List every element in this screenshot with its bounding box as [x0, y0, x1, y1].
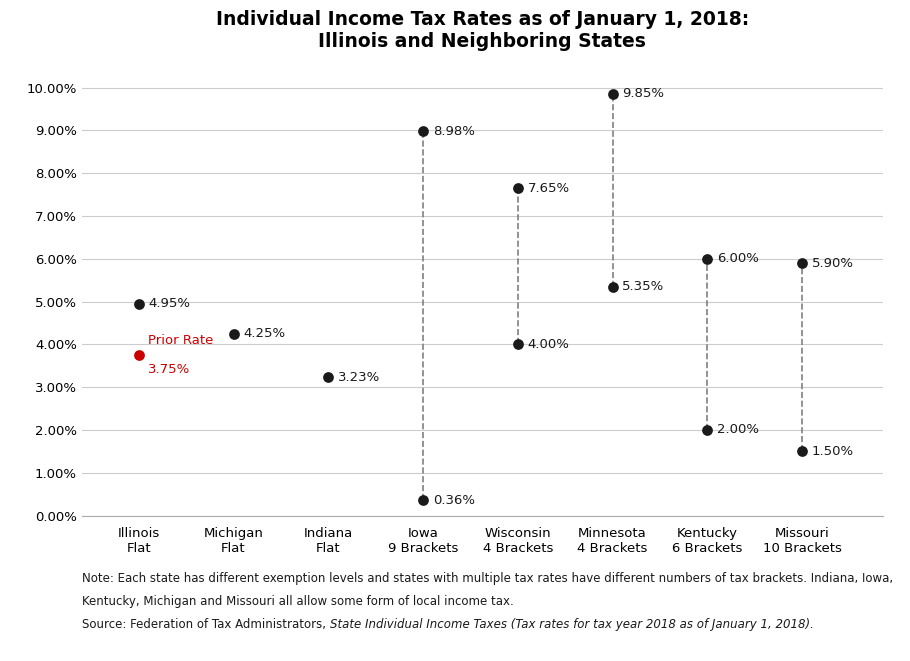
Text: 8.98%: 8.98%: [433, 125, 475, 137]
Point: [700, 253, 714, 264]
Text: Prior Rate: Prior Rate: [148, 334, 214, 347]
Point: [416, 126, 430, 136]
Point: [794, 258, 809, 268]
Point: [131, 298, 146, 309]
Text: State Individual Income Taxes (Tax rates for tax year 2018 as of January 1, 2018: State Individual Income Taxes (Tax rates…: [329, 618, 814, 631]
Text: 2.00%: 2.00%: [717, 424, 759, 436]
Point: [605, 89, 620, 99]
Point: [511, 183, 525, 194]
Text: 6.00%: 6.00%: [717, 253, 759, 265]
Text: 7.65%: 7.65%: [528, 182, 570, 194]
Text: Note: Each state has different exemption levels and states with multiple tax rat: Note: Each state has different exemption…: [82, 572, 893, 585]
Point: [321, 372, 336, 383]
Point: [131, 350, 146, 360]
Title: Individual Income Tax Rates as of January 1, 2018:
Illinois and Neighboring Stat: Individual Income Tax Rates as of Januar…: [216, 10, 749, 51]
Text: 3.23%: 3.23%: [338, 371, 380, 384]
Point: [227, 329, 241, 339]
Text: 4.95%: 4.95%: [148, 297, 190, 310]
Text: Source: Federation of Tax Administrators,: Source: Federation of Tax Administrators…: [82, 618, 329, 631]
Text: 3.75%: 3.75%: [148, 364, 191, 376]
Point: [605, 282, 620, 292]
Point: [511, 339, 525, 350]
Point: [416, 495, 430, 506]
Text: 4.25%: 4.25%: [243, 327, 286, 340]
Text: Kentucky, Michigan and Missouri all allow some form of local income tax.: Kentucky, Michigan and Missouri all allo…: [82, 595, 513, 608]
Text: 9.85%: 9.85%: [622, 87, 664, 100]
Text: 5.90%: 5.90%: [812, 256, 854, 270]
Point: [794, 446, 809, 457]
Text: 4.00%: 4.00%: [528, 338, 570, 351]
Text: 1.50%: 1.50%: [812, 445, 854, 458]
Point: [700, 424, 714, 435]
Text: 0.36%: 0.36%: [433, 494, 475, 507]
Text: 5.35%: 5.35%: [622, 280, 664, 293]
